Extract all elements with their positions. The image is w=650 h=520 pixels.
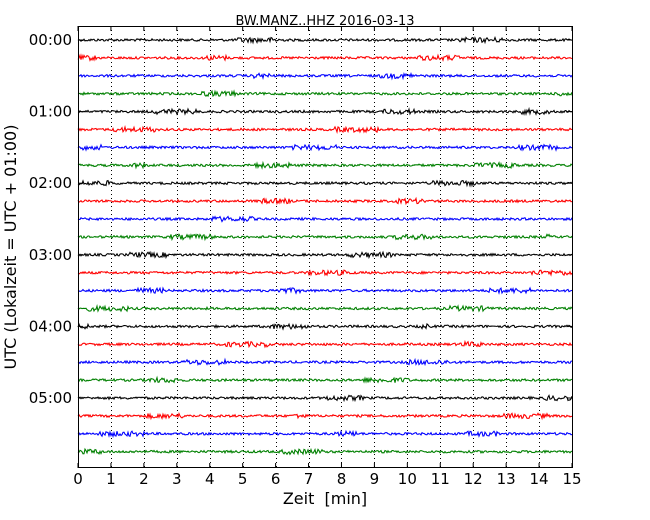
vertical-grid [111, 26, 540, 468]
x-tick-label: 12 [464, 470, 483, 488]
trace-line [77, 447, 573, 456]
trace-line [77, 89, 573, 98]
x-tick-label: 7 [304, 470, 314, 488]
trace-line [77, 196, 573, 206]
y-tick-label: 03:00 [29, 246, 72, 264]
x-axis-label: Zeit [min] [283, 489, 367, 508]
trace-line [77, 125, 573, 135]
trace-group [77, 35, 573, 456]
x-tick-label: 6 [271, 470, 281, 488]
trace-line [77, 411, 573, 421]
y-tick-label: 00:00 [29, 31, 72, 49]
x-axis: 0 1 2 3 4 5 6 7 8 9 10 11 12 13 14 15 [73, 26, 582, 488]
trace-line [77, 250, 573, 260]
x-tick-label: 10 [398, 470, 417, 488]
x-tick-label: 0 [73, 470, 83, 488]
y-axis: 00:00 01:00 02:00 03:00 04:00 05:00 [29, 31, 572, 407]
y-tick-label: 01:00 [29, 103, 72, 121]
trace-line [77, 357, 573, 367]
x-tick-label: 9 [370, 470, 380, 488]
chart-title: BW.MANZ..HHZ 2016-03-13 [235, 14, 414, 29]
trace-line [77, 339, 573, 349]
x-tick-label: 4 [205, 470, 215, 488]
trace-line [77, 286, 573, 295]
plot-frame [78, 26, 573, 468]
x-tick-label: 8 [337, 470, 347, 488]
trace-line [77, 322, 573, 331]
trace-line [77, 160, 573, 170]
trace-line [77, 215, 573, 223]
trace-line [77, 143, 573, 152]
y-tick-label: 05:00 [29, 389, 72, 407]
trace-line [77, 72, 573, 81]
x-tick-label: 13 [497, 470, 516, 488]
trace-line [77, 429, 573, 439]
trace-line [77, 375, 573, 384]
trace-line [77, 106, 573, 117]
x-tick-label: 11 [431, 470, 450, 488]
x-tick-label: 14 [530, 470, 549, 488]
x-tick-label: 5 [238, 470, 248, 488]
y-axis-label: UTC (Lokalzeit = UTC + 01:00) [1, 125, 20, 370]
trace-line [77, 304, 573, 313]
x-tick-label: 1 [106, 470, 116, 488]
trace-line [77, 233, 573, 242]
trace-line [77, 53, 573, 62]
x-tick-label: 2 [139, 470, 149, 488]
y-tick-label: 04:00 [29, 317, 72, 335]
trace-line [77, 179, 573, 188]
trace-line [77, 394, 573, 403]
x-tick-label: 3 [172, 470, 182, 488]
y-tick-label: 02:00 [29, 174, 72, 192]
trace-line [77, 35, 573, 45]
x-tick-label: 15 [562, 470, 581, 488]
trace-line [77, 269, 573, 277]
